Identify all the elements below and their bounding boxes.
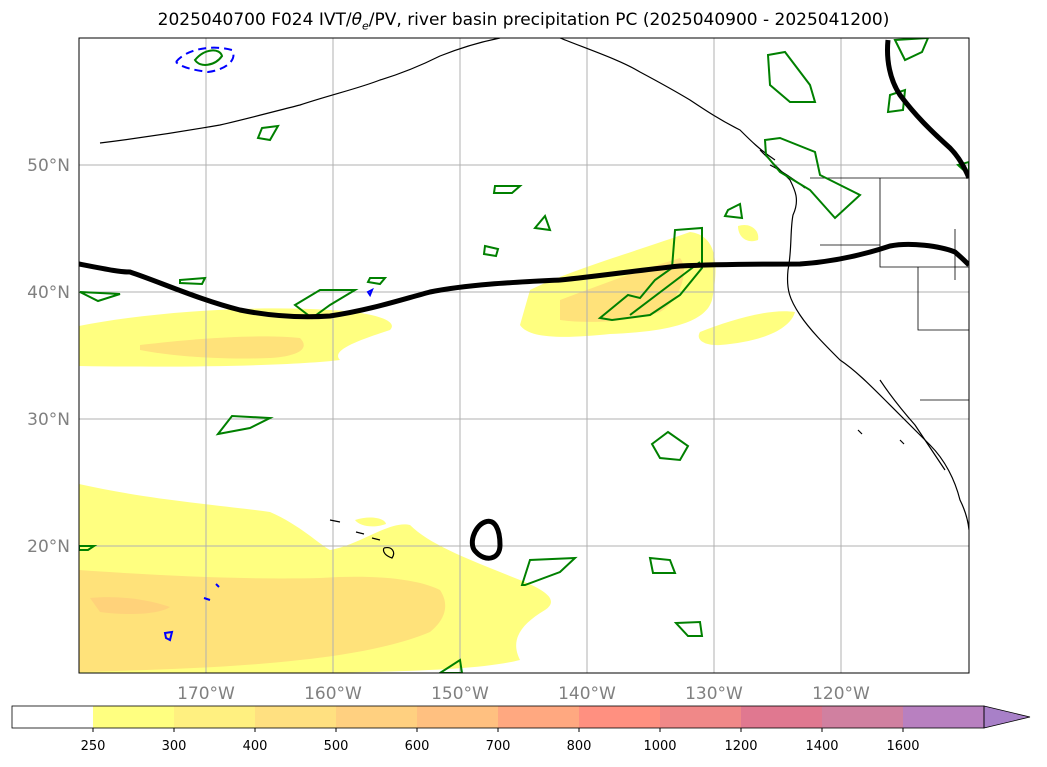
pv-c bbox=[79, 291, 121, 303]
colorbar-tick-label: 250 bbox=[81, 739, 106, 754]
colorbar-segment bbox=[741, 706, 822, 728]
map-layers bbox=[79, 38, 969, 673]
pv-contours bbox=[79, 38, 969, 673]
colorbar-segment bbox=[417, 706, 498, 728]
precip-small-1 bbox=[366, 287, 374, 298]
pv-t bbox=[79, 545, 98, 551]
pv-h bbox=[482, 244, 500, 258]
colorbar-tick-label: 1400 bbox=[805, 739, 838, 754]
pv-nw bbox=[193, 49, 224, 66]
lon-tick-label: 130°W bbox=[685, 684, 743, 704]
pv-p bbox=[650, 430, 690, 462]
jet-contours bbox=[79, 39, 969, 561]
pv-r bbox=[648, 556, 677, 574]
map-frame bbox=[78, 37, 970, 674]
pv-e bbox=[366, 277, 388, 286]
colorbar-segment bbox=[93, 706, 174, 728]
lon-tick-label: 120°W bbox=[812, 684, 870, 704]
pv-i bbox=[723, 202, 744, 220]
precip-nw bbox=[175, 46, 235, 74]
lon-tick-labels: 170°W 160°W 150°W 140°W 130°W 120°W bbox=[177, 684, 870, 704]
coastlines bbox=[99, 38, 969, 559]
ivt-band-north-inner bbox=[140, 336, 304, 359]
pv-m bbox=[893, 38, 930, 62]
baja-islands bbox=[857, 429, 905, 445]
pv-o bbox=[215, 414, 274, 436]
colorbar-segment bbox=[903, 706, 984, 728]
colorbar-segment bbox=[336, 706, 417, 728]
lat-tick-label: 40°N bbox=[27, 283, 70, 303]
pv-u bbox=[438, 658, 464, 673]
colorbar-tick-label: 400 bbox=[243, 739, 268, 754]
colorbar-segment bbox=[12, 706, 93, 728]
pv-s bbox=[673, 620, 704, 637]
aleutian-coast bbox=[99, 38, 501, 144]
us-states bbox=[820, 178, 969, 401]
graticule bbox=[79, 38, 969, 673]
precip-small-2 bbox=[203, 583, 220, 601]
colorbar-segment bbox=[255, 706, 336, 728]
mexico-coast bbox=[879, 379, 946, 471]
pv-center-inner bbox=[629, 261, 701, 316]
alaska-coast bbox=[559, 38, 776, 161]
colorbar-segment bbox=[822, 706, 903, 728]
pv-g bbox=[533, 214, 552, 232]
lat-tick-label: 50°N bbox=[27, 156, 70, 176]
colorbar-extend-arrow bbox=[983, 705, 1031, 729]
colorbar-tick-label: 300 bbox=[162, 739, 187, 754]
colorbar-tick-label: 800 bbox=[567, 739, 592, 754]
borders bbox=[810, 177, 969, 401]
colorbar-tick-label: 600 bbox=[405, 739, 430, 754]
colorbar: 250 300 400 500 600 700 800 1000 1200 1400 1600 bbox=[11, 705, 1031, 754]
ivt-shading bbox=[79, 224, 795, 673]
pv-center bbox=[597, 226, 703, 322]
pv-j bbox=[766, 50, 817, 103]
pv-b bbox=[179, 276, 207, 286]
ivt-east-small bbox=[738, 224, 759, 242]
lon-tick-label: 170°W bbox=[177, 684, 235, 704]
colorbar-tick-label: 1000 bbox=[643, 739, 676, 754]
colorbar-tick-label: 1200 bbox=[724, 739, 757, 754]
pv-f bbox=[492, 185, 523, 194]
jet-loop bbox=[469, 518, 503, 561]
map-title: 2025040700 F024 IVT/θe/PV, river basin p… bbox=[157, 10, 890, 33]
colorbar-tick-label: 500 bbox=[324, 739, 349, 754]
colorbar-segment bbox=[579, 706, 660, 728]
pv-k bbox=[763, 136, 862, 220]
jet-main bbox=[79, 241, 969, 320]
colorbar-segment bbox=[498, 706, 579, 728]
ivt-east-blob bbox=[698, 311, 795, 346]
ivt-hawaii-blob bbox=[355, 517, 386, 527]
pv-q bbox=[520, 556, 578, 586]
lat-tick-label: 30°N bbox=[27, 410, 70, 430]
lat-tick-label: 20°N bbox=[27, 537, 70, 557]
lon-tick-label: 150°W bbox=[431, 684, 489, 704]
hawaii-islands bbox=[329, 519, 395, 559]
jet-north bbox=[885, 39, 969, 179]
ivt-south-core bbox=[90, 597, 170, 615]
lat-tick-labels: 50°N 40°N 30°N 20°N bbox=[27, 156, 70, 557]
ivt-south-inner bbox=[79, 570, 446, 672]
colorbar-segment bbox=[660, 706, 741, 728]
bc-coast bbox=[759, 149, 969, 531]
colorbar-segment bbox=[174, 706, 255, 728]
colorbar-tick-label: 1600 bbox=[886, 739, 919, 754]
colorbar-tick-label: 700 bbox=[486, 739, 511, 754]
lon-tick-label: 140°W bbox=[558, 684, 616, 704]
precip-contours bbox=[163, 46, 374, 642]
lon-tick-label: 160°W bbox=[304, 684, 362, 704]
precip-small-3 bbox=[163, 630, 174, 642]
pv-a bbox=[256, 124, 280, 142]
ivt-center-blob-inner bbox=[560, 258, 684, 322]
